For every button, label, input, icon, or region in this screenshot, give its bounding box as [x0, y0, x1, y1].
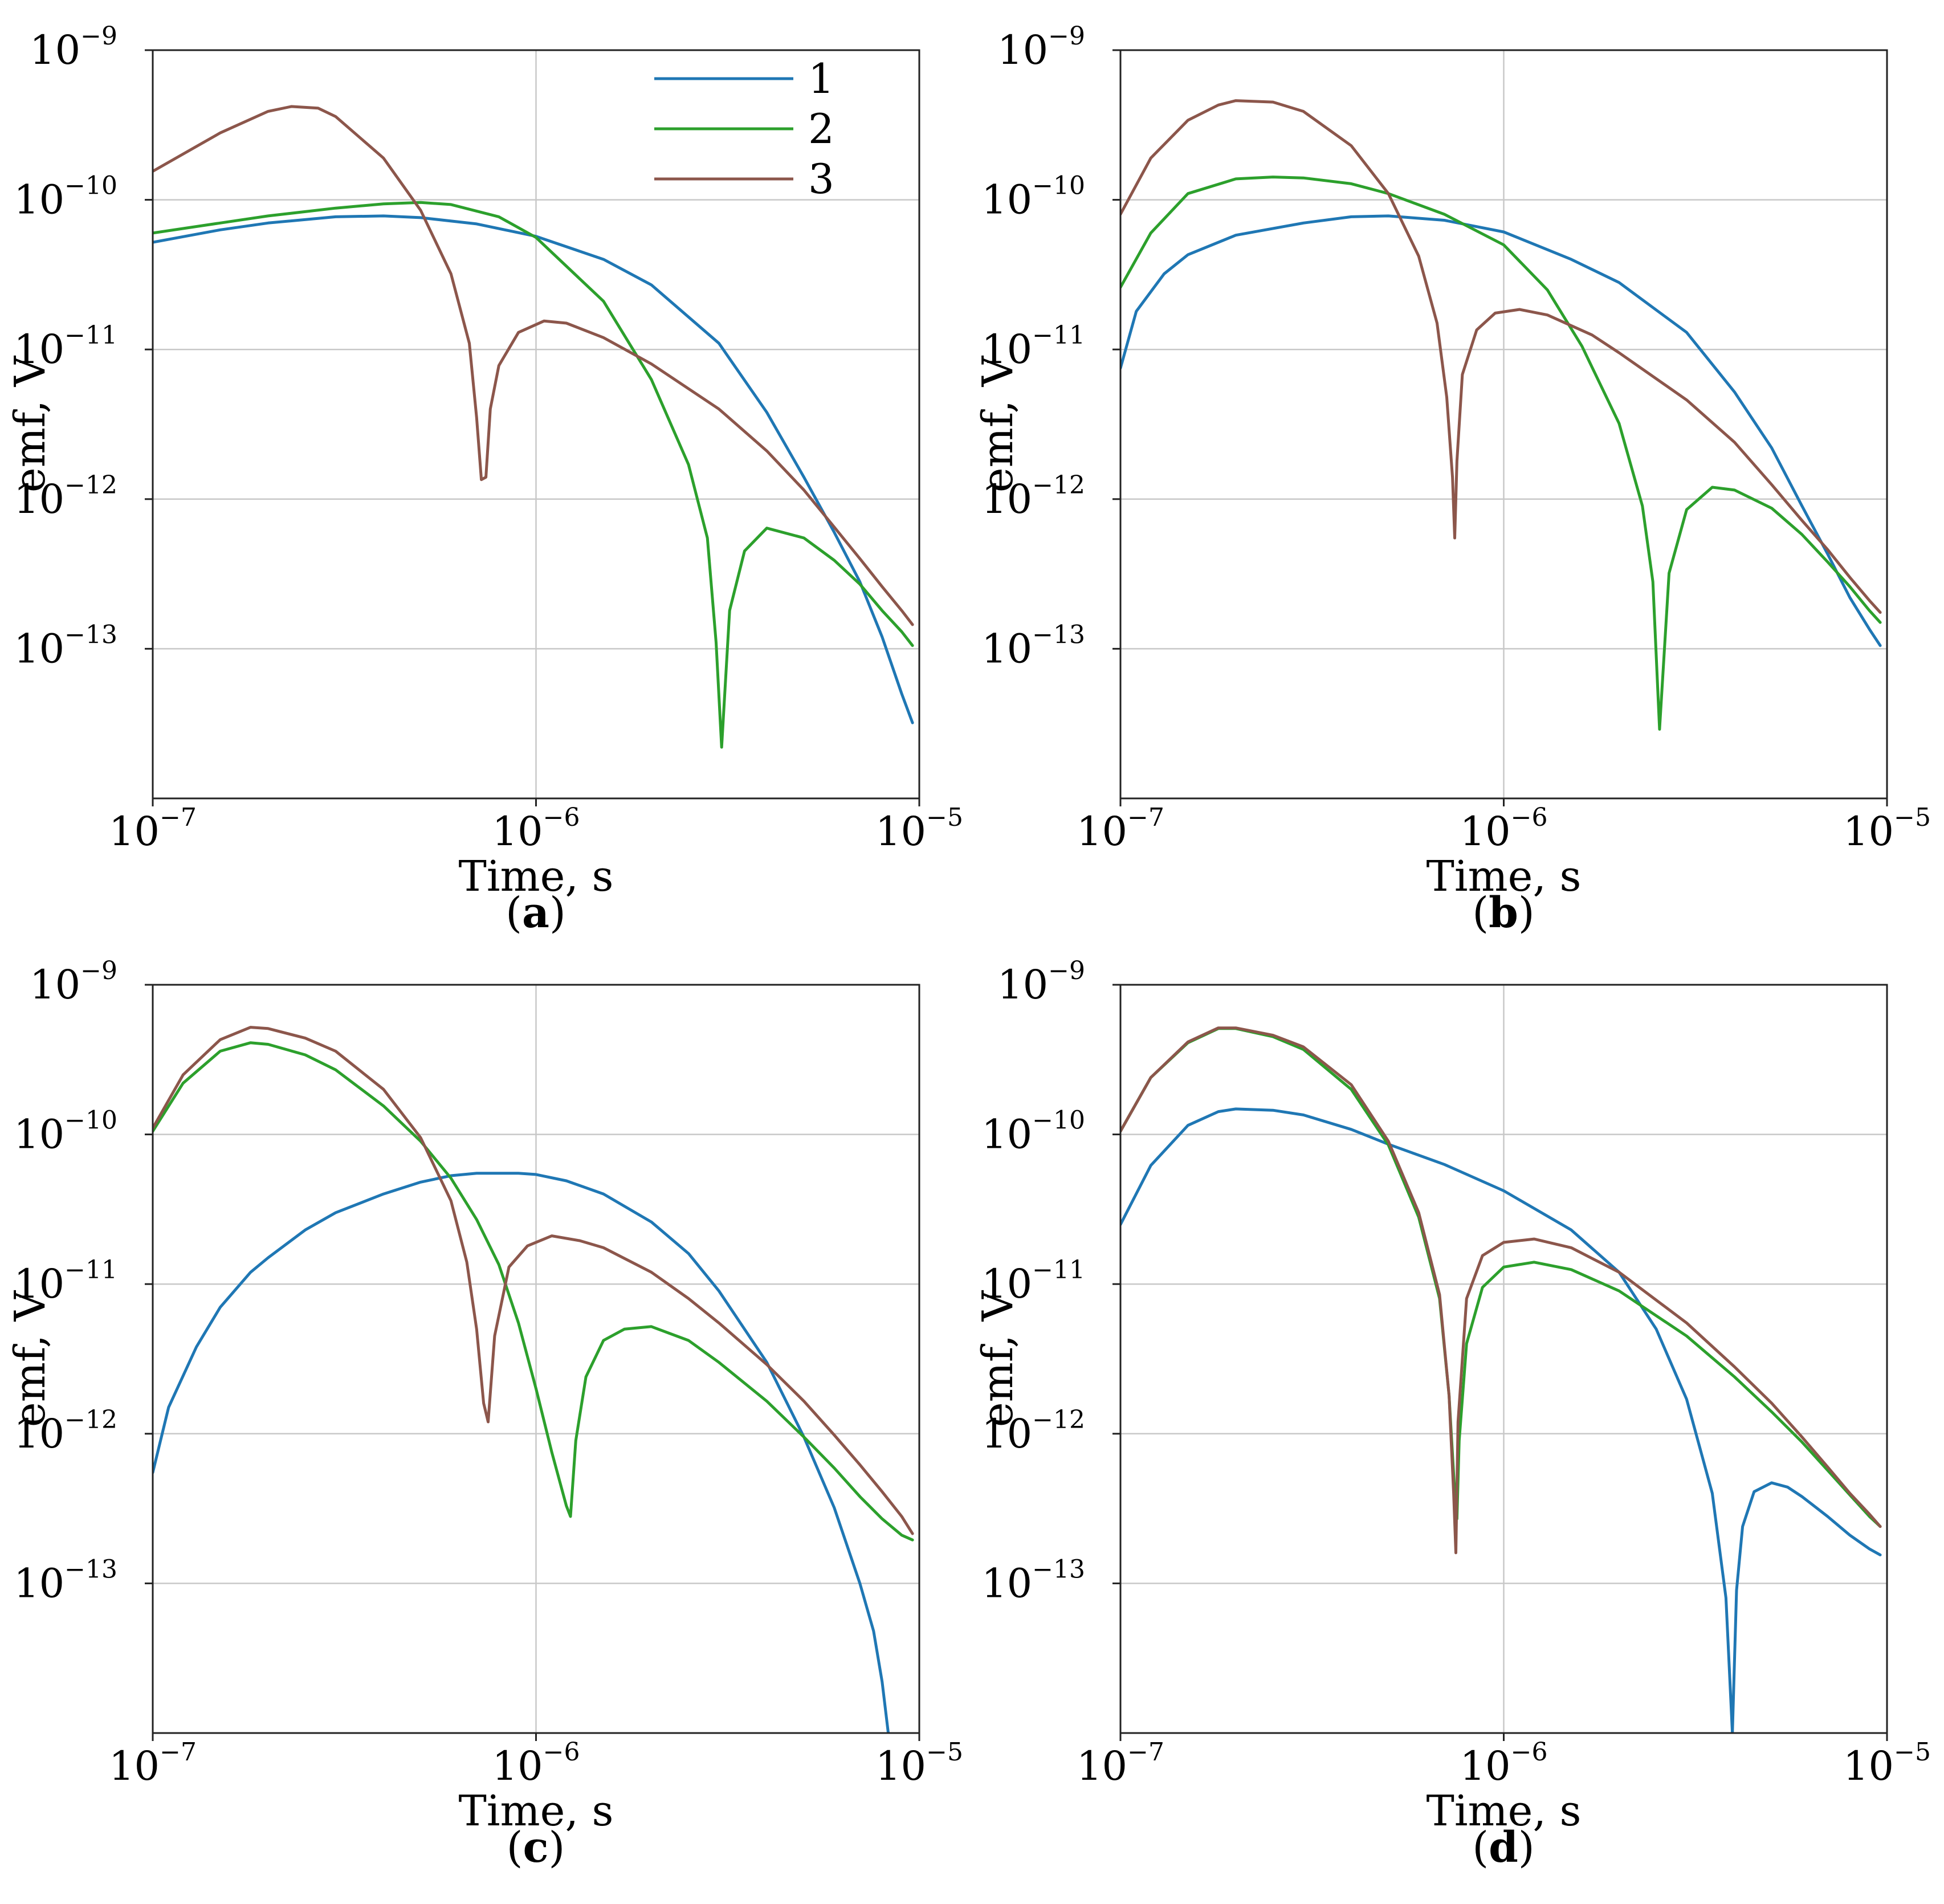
chart-panel-b: 10−7 10−6 10−5 10−9 10−10 10−11 10−12 10−13 Time…: [973, 22, 1931, 937]
y-axis-label: emf, V: [973, 355, 1022, 492]
series-group: [1120, 1026, 1882, 1733]
series-line-3: [153, 105, 914, 626]
y-tick-label: 10−13: [981, 1555, 1085, 1607]
series-line-3: [1120, 1026, 1882, 1555]
chart-panel-c: 10−7 10−6 10−5 10−9 10−10 10−11 10−12 10−13 Time…: [6, 956, 963, 1872]
series-line-3: [1120, 99, 1882, 614]
x-tick-label: 10−7: [109, 803, 197, 855]
y-tick-label: 10−13: [14, 1555, 117, 1607]
y-tick-label: 10−11: [981, 321, 1085, 373]
series-group: [1120, 99, 1882, 731]
legend-label-3: 3: [808, 155, 834, 203]
series-group: [153, 1026, 914, 1733]
x-tick-label: 10−6: [1460, 1738, 1548, 1789]
x-tick-label: 10−6: [492, 803, 580, 855]
panel-label: (c): [507, 1823, 565, 1872]
x-tick-label: 10−5: [1843, 1738, 1931, 1789]
x-axis-label: Time, s: [458, 852, 613, 901]
y-tick-label: 10−11: [14, 1255, 117, 1307]
y-tick-label: 10−13: [981, 620, 1085, 672]
x-tick-label: 10−6: [492, 1738, 580, 1789]
series-group: [153, 105, 914, 749]
y-tick-label: 10−10: [981, 1106, 1085, 1158]
panel-label: (d): [1472, 1823, 1535, 1872]
legend-label-2: 2: [808, 105, 834, 153]
series-line-2: [153, 201, 914, 749]
chart-panel-d: 10−7 10−6 10−5 10−9 10−10 10−11 10−12 10−13 Time…: [973, 956, 1931, 1872]
legend-label-1: 1: [808, 55, 834, 103]
y-tick-label: 10−12: [981, 471, 1085, 523]
y-tick-label: 10−12: [981, 1405, 1085, 1457]
series-line-2: [1120, 176, 1882, 731]
x-axis-label: Time, s: [1426, 1787, 1581, 1836]
x-tick-label: 10−7: [109, 1738, 197, 1789]
y-axis-label: emf, V: [973, 1290, 1022, 1427]
series-line-2: [1120, 1027, 1882, 1528]
x-tick-label: 10−5: [1843, 803, 1931, 855]
panel-label: (b): [1472, 888, 1535, 937]
y-axis-label: emf, V: [6, 1290, 55, 1427]
x-tick-label: 10−5: [875, 1738, 963, 1789]
x-tick-label: 10−7: [1077, 1738, 1164, 1789]
y-tick-label: 10−12: [14, 1405, 117, 1457]
panel-label: (a): [506, 888, 566, 937]
y-tick-label: 10−9: [30, 956, 117, 1008]
y-tick-label: 10−9: [997, 22, 1085, 74]
y-tick-label: 10−13: [14, 620, 117, 672]
x-axis-label: Time, s: [458, 1787, 613, 1836]
y-tick-label: 10−9: [30, 22, 117, 74]
y-tick-label: 10−10: [981, 172, 1085, 223]
y-tick-label: 10−11: [14, 321, 117, 373]
x-tick-label: 10−5: [875, 803, 963, 855]
y-axis-label: emf, V: [6, 355, 55, 492]
y-tick-label: 10−10: [14, 1106, 117, 1158]
series-line-1: [1120, 214, 1882, 647]
y-tick-label: 10−11: [981, 1255, 1085, 1307]
series-line-1: [153, 1172, 890, 1733]
series-line-1: [1120, 1107, 1882, 1733]
y-tick-label: 10−9: [997, 956, 1085, 1008]
series-line-2: [153, 1041, 914, 1542]
y-tick-label: 10−10: [14, 172, 117, 223]
x-tick-label: 10−7: [1077, 803, 1164, 855]
series-line-1: [153, 214, 914, 724]
chart-panel-a: 10−7 10−6 10−5 10−9 10−10 10−11 10−12 10−13 Time…: [6, 22, 963, 937]
x-axis-label: Time, s: [1426, 852, 1581, 901]
legend: 123: [654, 55, 834, 203]
x-tick-label: 10−6: [1460, 803, 1548, 855]
y-tick-label: 10−12: [14, 471, 117, 523]
series-line-3: [153, 1026, 914, 1535]
